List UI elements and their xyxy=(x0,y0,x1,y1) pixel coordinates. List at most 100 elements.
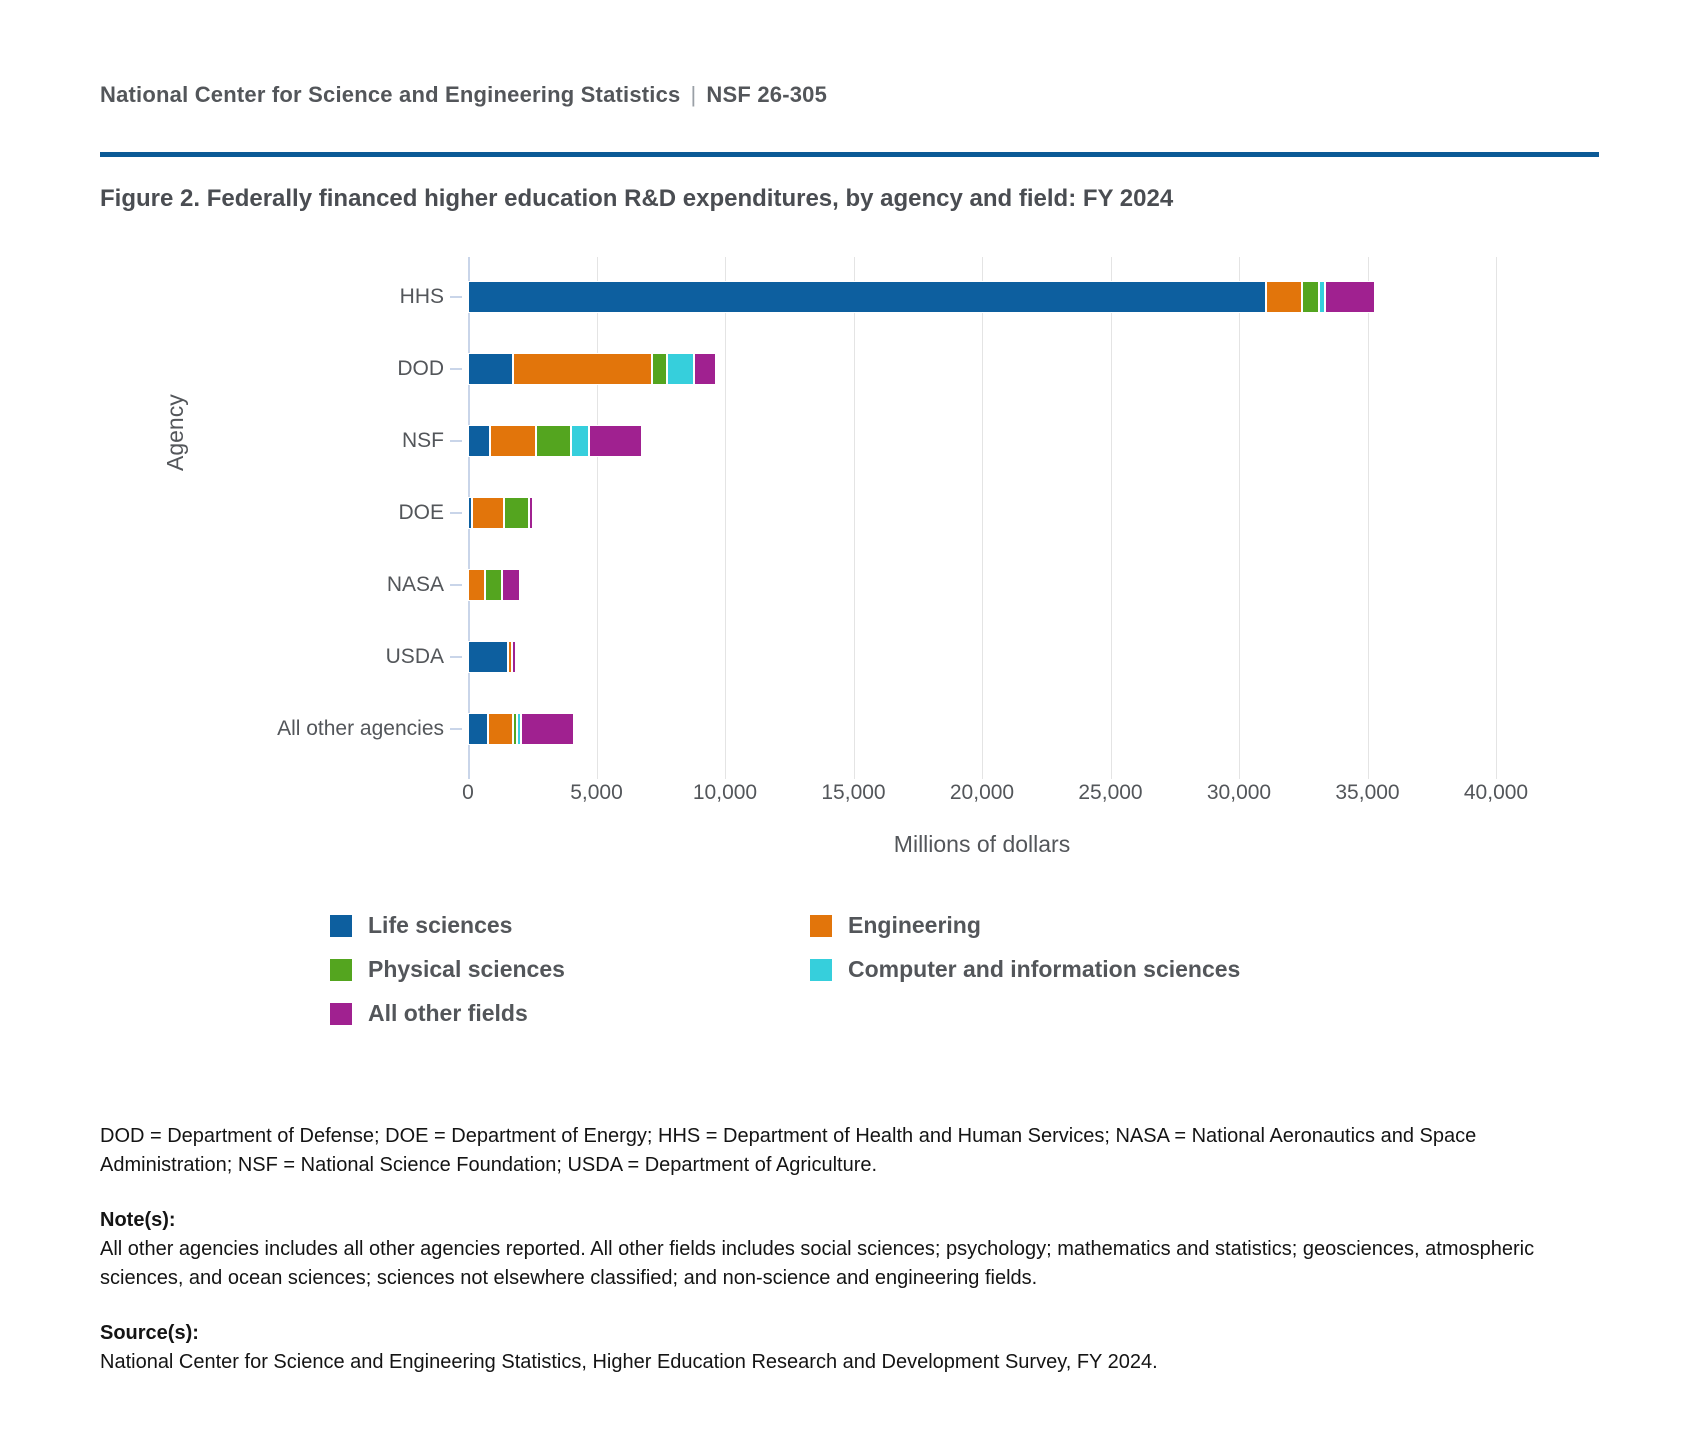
stacked-bar xyxy=(468,497,1496,529)
bar-segment-life-sciences xyxy=(468,281,1266,313)
bar-segment-physical-sciences xyxy=(1301,281,1319,313)
category-label: NASA xyxy=(386,573,444,596)
page-header: National Center for Science and Engineer… xyxy=(100,82,1599,108)
bar-segment-life-sciences xyxy=(468,641,509,673)
legend-swatch xyxy=(330,1002,352,1025)
legend-label: Physical sciences xyxy=(368,956,565,982)
header-rule xyxy=(100,152,1599,157)
gridline xyxy=(1496,257,1497,779)
stacked-bar xyxy=(468,641,1496,673)
x-tick-label: 5,000 xyxy=(570,781,623,804)
notes-text: All other agencies includes all other ag… xyxy=(100,1238,1535,1289)
chart-row-nsf: NSF xyxy=(100,405,1599,477)
x-tick-label: 40,000 xyxy=(1463,781,1529,804)
sources-label: Source(s): xyxy=(100,1322,199,1344)
legend-item-engineering: Engineering xyxy=(810,912,1240,939)
bar-segment-all-other-fields xyxy=(529,497,534,529)
legend-label: Engineering xyxy=(848,912,981,938)
bar-segment-life-sciences xyxy=(468,713,488,745)
footnotes: DOD = Department of Defense; DOE = Depar… xyxy=(100,1122,1570,1377)
bar-segment-computer-and-information-sciences xyxy=(516,713,521,745)
x-axis-tick-labels: 0 5,000 10,000 15,000 20,000 25,000 30,000 35,0… xyxy=(462,781,1528,809)
x-tick-label: 10,000 xyxy=(692,781,758,804)
legend-item-computer-and-information-sciences: Computer and information sciences xyxy=(810,956,1240,983)
legend-label: Computer and information sciences xyxy=(848,956,1241,982)
bar-segment-life-sciences xyxy=(468,497,473,529)
bar-segment-engineering xyxy=(490,425,537,457)
bar-segment-engineering xyxy=(487,713,513,745)
category-label: All other agencies xyxy=(277,717,444,740)
chart-row-nasa: NASA xyxy=(100,549,1599,621)
gridline xyxy=(1110,257,1112,779)
x-tick-label: 25,000 xyxy=(1078,781,1143,804)
bar-segment-all-other-fields xyxy=(1324,281,1375,313)
category-label: DOD xyxy=(397,357,444,380)
stacked-bar xyxy=(468,281,1496,313)
legend-label: All other fields xyxy=(368,1000,528,1026)
bar-segment-physical-sciences xyxy=(536,425,571,457)
bar-rows: HHS DOD NSF DOE NASA USDA All other agencies xyxy=(100,261,1599,765)
legend-label: Life sciences xyxy=(368,912,513,938)
bar-segment-engineering xyxy=(1265,281,1302,313)
x-tick-label: 20,000 xyxy=(949,781,1015,804)
bar-segment-all-other-fields xyxy=(694,353,716,385)
gridline xyxy=(982,257,983,779)
y-axis-tick xyxy=(450,584,462,586)
bar-segment-physical-sciences xyxy=(512,713,517,745)
legend: Life sciences Physical sciences All other … xyxy=(330,912,1599,1044)
chart-row-hhs: HHS xyxy=(100,261,1599,333)
org-name: National Center for Science and Engineer… xyxy=(100,82,681,107)
stacked-bar xyxy=(468,353,1496,385)
chart-row-all-other-agencies: All other agencies xyxy=(100,693,1599,765)
x-tick-label: 15,000 xyxy=(821,781,886,804)
y-axis-tick xyxy=(450,368,462,370)
bar-segment-physical-sciences xyxy=(484,569,502,601)
legend-item-physical-sciences: Physical sciences xyxy=(330,956,810,983)
legend-item-all-other-fields: All other fields xyxy=(330,1000,810,1027)
legend-swatch xyxy=(810,914,832,937)
x-tick-label: 0 xyxy=(462,781,474,804)
y-axis-tick xyxy=(450,728,462,730)
bar-chart: Agency HHS DOD NSF DOE NASA USDA All other age… xyxy=(100,257,1599,858)
bar-segment-engineering xyxy=(472,497,504,529)
bar-segment-all-other-fields xyxy=(512,641,517,673)
x-axis-title: Millions of dollars xyxy=(893,831,1071,857)
abbreviation-note: DOD = Department of Defense; DOE = Depar… xyxy=(100,1125,1477,1176)
legend-swatch xyxy=(810,958,832,981)
category-label: NSF xyxy=(402,429,444,452)
gridline xyxy=(1239,257,1240,779)
notes-block: Note(s): All other agencies includes all… xyxy=(100,1206,1570,1293)
legend-swatch xyxy=(330,958,352,981)
bar-segment-computer-and-information-sciences xyxy=(667,353,695,385)
bar-segment-all-other-fields xyxy=(520,713,575,745)
legend-item-life-sciences: Life sciences xyxy=(330,912,810,939)
y-axis-tick xyxy=(450,656,462,658)
notes-label: Note(s): xyxy=(100,1209,176,1231)
stacked-bar xyxy=(468,569,1496,601)
stacked-bar xyxy=(468,425,1496,457)
sources-text: National Center for Science and Engineer… xyxy=(100,1351,1158,1373)
category-label: DOE xyxy=(398,501,444,524)
legend-swatch xyxy=(330,914,352,937)
gridline xyxy=(596,257,598,779)
header-separator: | xyxy=(690,82,697,107)
bar-segment-all-other-fields xyxy=(501,569,520,601)
bar-segment-engineering xyxy=(468,569,485,601)
bar-segment-engineering xyxy=(512,353,652,385)
legend-column: Engineering Computer and information scie… xyxy=(810,912,1240,1044)
y-axis-tick xyxy=(450,512,462,514)
bar-segment-all-other-fields xyxy=(589,425,642,457)
bar-segment-physical-sciences xyxy=(503,497,530,529)
chart-row-usda: USDA xyxy=(100,621,1599,693)
legend-column: Life sciences Physical sciences All other … xyxy=(330,912,810,1044)
chart-row-dod: DOD xyxy=(100,333,1599,405)
bar-segment-life-sciences xyxy=(468,353,513,385)
bar-segment-engineering xyxy=(508,641,513,673)
category-label: HHS xyxy=(399,285,444,308)
figure-title: Figure 2. Federally financed higher educ… xyxy=(100,185,1174,212)
report-id: NSF 26-305 xyxy=(706,82,828,107)
bar-segment-life-sciences xyxy=(468,425,491,457)
category-label: USDA xyxy=(385,645,444,668)
bar-segment-computer-and-information-sciences xyxy=(1318,281,1325,313)
